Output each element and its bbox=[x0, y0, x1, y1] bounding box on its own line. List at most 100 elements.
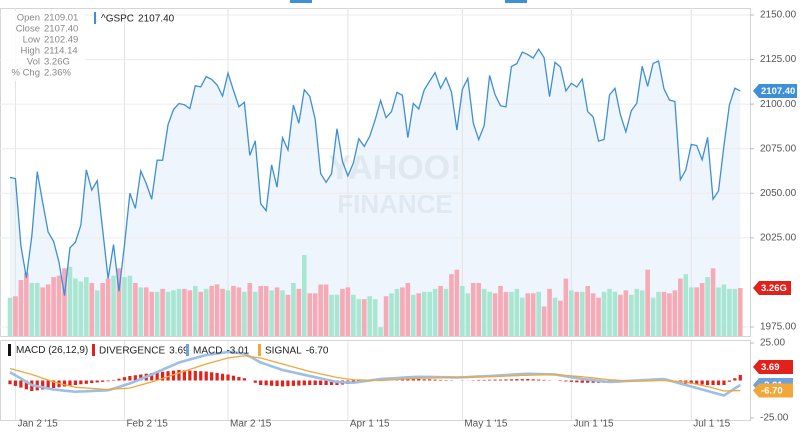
volume-bar bbox=[525, 293, 531, 336]
legend-entry: DIVERGENCE 3.69 bbox=[99, 345, 189, 356]
divergence-bar bbox=[62, 380, 67, 387]
divergence-bar bbox=[68, 380, 72, 386]
quote-label: High bbox=[20, 46, 40, 57]
volume-bar bbox=[45, 284, 51, 336]
divergence-bar bbox=[182, 370, 186, 381]
divergence-bar bbox=[19, 380, 23, 388]
volume-bar bbox=[160, 288, 165, 336]
volume-bar bbox=[345, 287, 351, 336]
volume-bar bbox=[231, 285, 236, 336]
quote-value: 2109.01 bbox=[44, 13, 78, 24]
divergence-bar bbox=[220, 373, 225, 381]
divergence-bar bbox=[488, 379, 492, 381]
volume-bar bbox=[318, 284, 323, 336]
quote-value: 3.26G bbox=[44, 57, 70, 68]
y-tick-label: 1975.00 bbox=[760, 322, 797, 333]
divergence-bar bbox=[580, 380, 584, 383]
y-tick-label: 2050.00 bbox=[760, 188, 797, 199]
divergence-bar bbox=[324, 380, 328, 385]
divergence-bar bbox=[95, 380, 99, 383]
divergence-bar bbox=[428, 379, 432, 381]
volume-bar bbox=[133, 282, 138, 336]
volume-bar bbox=[356, 299, 362, 336]
volume-bar bbox=[182, 288, 187, 336]
divergence-bar bbox=[537, 379, 541, 381]
volume-bar bbox=[465, 293, 471, 336]
divergence-bar bbox=[139, 374, 143, 381]
volume-bar bbox=[547, 288, 552, 336]
volume-bar bbox=[449, 274, 454, 336]
divergence-bar bbox=[706, 380, 710, 385]
volume-bar bbox=[24, 272, 29, 336]
quote-label: % Chg bbox=[11, 68, 40, 79]
legend-name: SIGNAL bbox=[265, 345, 302, 356]
volume-bar bbox=[721, 284, 727, 336]
y-tick-label: 2025.00 bbox=[760, 232, 797, 243]
divergence-bar bbox=[504, 379, 508, 381]
volume-bar bbox=[688, 287, 694, 336]
volume-bar bbox=[596, 297, 601, 336]
divergence-bar bbox=[193, 370, 197, 381]
macd-0-badge-label: 3.69 bbox=[761, 362, 780, 373]
volume-bar bbox=[334, 294, 340, 336]
divergence-bar bbox=[509, 379, 513, 381]
volume-bar bbox=[667, 293, 672, 336]
divergence-bar bbox=[253, 380, 257, 383]
volume-bar bbox=[454, 269, 460, 336]
volume-bar bbox=[274, 287, 280, 336]
volume-bar bbox=[361, 299, 367, 336]
divergence-bar bbox=[155, 372, 159, 381]
volume-bar bbox=[470, 282, 476, 336]
divergence-bar bbox=[204, 371, 208, 381]
volume-bar bbox=[67, 266, 73, 336]
volume-bar bbox=[389, 293, 394, 336]
volume-bar bbox=[138, 287, 144, 336]
volume-bar bbox=[225, 290, 231, 336]
volume-bar bbox=[460, 285, 465, 336]
volume-bar bbox=[214, 284, 220, 336]
divergence-bar bbox=[111, 379, 116, 381]
volume-bar bbox=[541, 306, 547, 336]
volume-bar bbox=[530, 293, 536, 336]
divergence-bar bbox=[498, 379, 503, 381]
divergence-bar bbox=[46, 380, 50, 389]
macd-2-badge-label: -6.70 bbox=[761, 386, 783, 397]
price-line bbox=[9, 47, 741, 296]
signal-line bbox=[9, 355, 741, 392]
divergence-bar bbox=[319, 380, 323, 385]
volume-bar bbox=[329, 294, 334, 336]
volume-bar bbox=[601, 291, 607, 336]
divergence-bar bbox=[133, 375, 137, 381]
volume-bar bbox=[383, 296, 389, 336]
divergence-bar bbox=[520, 379, 524, 381]
volume-bar bbox=[78, 281, 84, 336]
volume-badge bbox=[753, 280, 791, 295]
volume-bar bbox=[416, 293, 422, 336]
quote-label: Vol bbox=[27, 57, 40, 68]
volume-bar bbox=[176, 288, 182, 336]
divergence-bar bbox=[329, 380, 334, 385]
divergence-bar bbox=[280, 380, 285, 387]
y-tick-label: 25.00 bbox=[760, 338, 785, 349]
volume-bar bbox=[579, 291, 585, 336]
volume-bar bbox=[351, 294, 356, 336]
volume-bar bbox=[252, 291, 258, 336]
quote-label: Close bbox=[16, 24, 40, 35]
volume-bar bbox=[427, 291, 432, 336]
divergence-bar bbox=[231, 375, 236, 381]
divergence-bar bbox=[226, 374, 230, 381]
divergence-bar bbox=[106, 380, 110, 382]
legend-swatch bbox=[94, 12, 96, 24]
volume-bar bbox=[536, 291, 541, 336]
divergence-bar bbox=[24, 380, 28, 390]
volume-bar bbox=[574, 291, 580, 336]
legend-swatch bbox=[186, 344, 189, 356]
watermark: FINANCE bbox=[337, 189, 453, 219]
volume-bar bbox=[105, 278, 111, 336]
x-tick-label: Jan 2 '15 bbox=[17, 419, 58, 430]
volume-bar bbox=[411, 294, 416, 336]
volume-bar bbox=[149, 291, 154, 336]
volume-bar bbox=[13, 296, 18, 336]
volume-bar bbox=[432, 288, 438, 336]
volume-bar bbox=[694, 287, 699, 336]
